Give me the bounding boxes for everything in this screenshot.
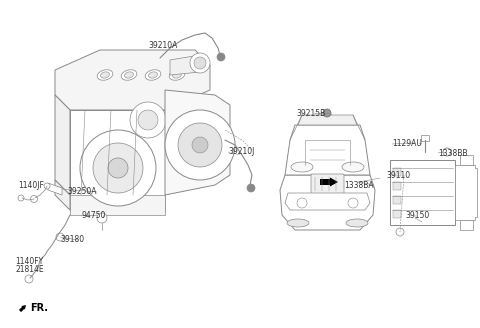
Text: 39210J: 39210J (228, 148, 254, 156)
Ellipse shape (149, 72, 157, 78)
Text: 39150: 39150 (405, 211, 429, 219)
Polygon shape (285, 193, 370, 210)
Bar (393, 168, 401, 176)
Ellipse shape (287, 219, 309, 227)
Text: 94750: 94750 (82, 211, 107, 219)
Text: 39110: 39110 (386, 171, 410, 179)
Polygon shape (55, 180, 70, 210)
Ellipse shape (121, 70, 137, 80)
Ellipse shape (291, 162, 313, 172)
Circle shape (165, 110, 235, 180)
Polygon shape (55, 50, 210, 110)
Polygon shape (170, 55, 210, 75)
Text: 1140FY: 1140FY (15, 256, 43, 265)
Text: 39210A: 39210A (148, 42, 178, 51)
Ellipse shape (125, 72, 133, 78)
Polygon shape (280, 175, 375, 230)
Text: 1338BB: 1338BB (438, 149, 468, 157)
FancyBboxPatch shape (311, 174, 344, 194)
Circle shape (93, 143, 143, 193)
Circle shape (56, 233, 64, 241)
Polygon shape (48, 183, 62, 195)
Ellipse shape (173, 72, 181, 78)
Circle shape (138, 110, 158, 130)
Ellipse shape (342, 162, 364, 172)
Polygon shape (455, 165, 477, 220)
Ellipse shape (101, 72, 109, 78)
Circle shape (25, 275, 33, 283)
Bar (421, 135, 429, 141)
Circle shape (178, 123, 222, 167)
Circle shape (348, 198, 358, 208)
Circle shape (323, 109, 331, 117)
Bar (393, 182, 401, 190)
Ellipse shape (97, 70, 113, 80)
FancyArrow shape (19, 305, 26, 312)
Text: 1338BA: 1338BA (344, 180, 373, 190)
Polygon shape (298, 115, 357, 125)
Text: 1129AU: 1129AU (392, 139, 422, 149)
Circle shape (190, 53, 210, 73)
Circle shape (18, 195, 24, 201)
Circle shape (80, 130, 156, 206)
Circle shape (130, 102, 166, 138)
Circle shape (297, 198, 307, 208)
Circle shape (247, 184, 255, 192)
Polygon shape (55, 95, 70, 195)
Polygon shape (70, 110, 165, 210)
Circle shape (192, 137, 208, 153)
Text: 21814E: 21814E (15, 265, 44, 275)
Text: 39180: 39180 (60, 236, 84, 244)
Ellipse shape (169, 70, 185, 80)
Circle shape (108, 158, 128, 178)
Circle shape (217, 53, 225, 61)
Text: FR.: FR. (30, 303, 48, 313)
Polygon shape (165, 90, 230, 195)
Circle shape (44, 183, 50, 189)
Circle shape (97, 213, 107, 223)
Text: 1140JF: 1140JF (18, 180, 44, 190)
Polygon shape (285, 125, 370, 175)
FancyArrow shape (320, 177, 338, 187)
Text: 39250A: 39250A (67, 188, 96, 196)
Ellipse shape (346, 219, 368, 227)
Circle shape (443, 148, 451, 156)
Circle shape (396, 228, 404, 236)
Bar (393, 210, 401, 218)
Bar (390, 160, 455, 225)
Polygon shape (70, 195, 165, 215)
Circle shape (194, 57, 206, 69)
Ellipse shape (145, 70, 161, 80)
Circle shape (31, 195, 37, 202)
Bar (393, 196, 401, 204)
Polygon shape (460, 155, 473, 165)
Polygon shape (460, 220, 473, 230)
Text: 39215B: 39215B (296, 109, 325, 117)
